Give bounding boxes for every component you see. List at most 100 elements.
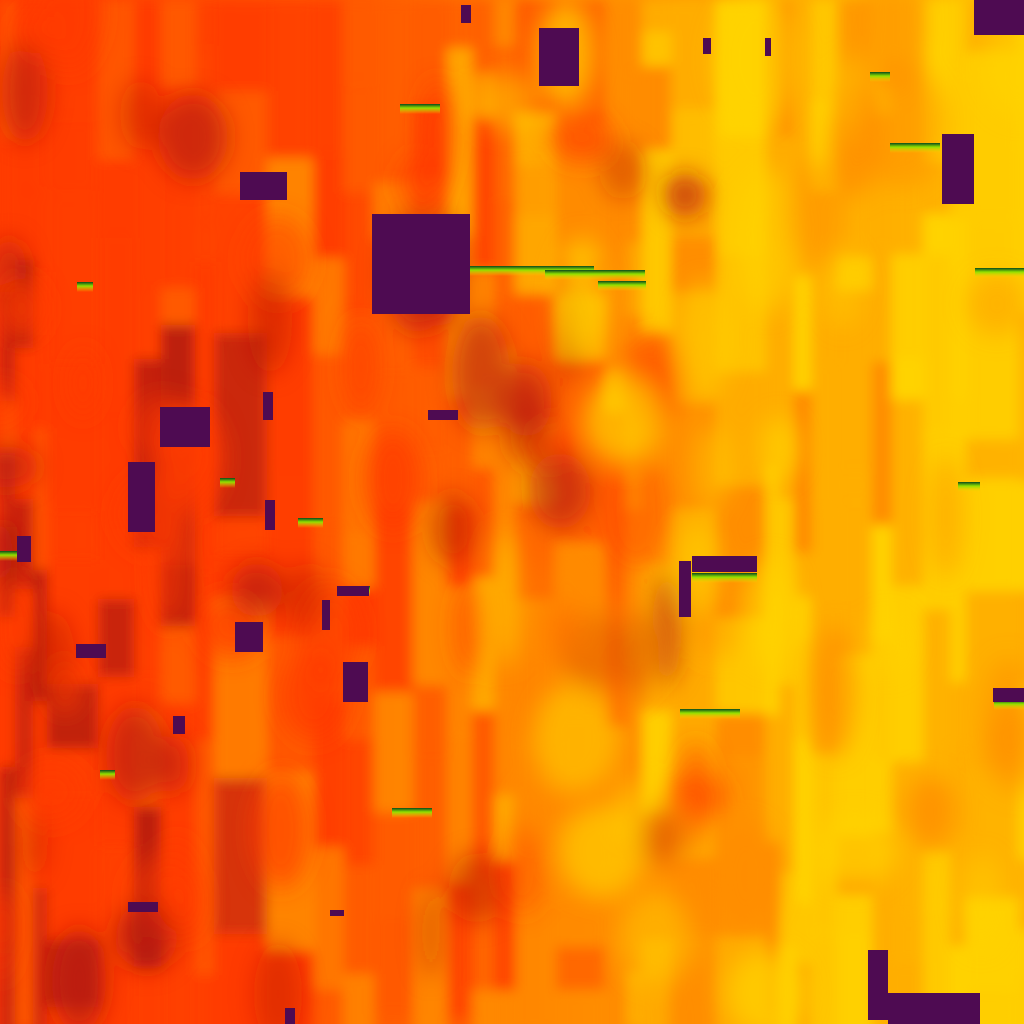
band-segment [794, 901, 813, 965]
hot-spot [254, 942, 302, 1024]
hot-spot [0, 892, 17, 984]
band-segment [605, 274, 628, 374]
band-segment [811, 319, 839, 362]
hot-spot [282, 564, 326, 630]
band-segment [642, 0, 673, 34]
band-segment [374, 1012, 415, 1024]
dark-patch [343, 662, 368, 702]
band-segment [950, 745, 968, 832]
band-segment [671, 110, 718, 183]
dark-patch [692, 556, 757, 572]
hot-spot [37, 0, 101, 71]
band-segment [605, 951, 628, 1024]
warm-spot [713, 822, 779, 930]
band-segment [642, 991, 673, 1024]
hot-spot [252, 772, 310, 888]
band-segment [950, 682, 968, 747]
dark-patch [993, 688, 1024, 702]
hot-spot [422, 80, 454, 188]
edge-line [958, 482, 980, 492]
band-segment [47, 117, 100, 195]
hot-spot [150, 514, 188, 628]
edge-line [545, 270, 645, 280]
hot-spot [344, 319, 378, 415]
band-segment [966, 478, 1020, 593]
band-segment [642, 66, 673, 152]
band-segment [891, 918, 925, 965]
warm-spot [695, 425, 731, 511]
band-segment [33, 333, 49, 430]
dark-patch [285, 1008, 295, 1024]
hot-spot [106, 706, 164, 802]
hot-spot [0, 279, 45, 339]
band-segment [891, 254, 925, 360]
band-segment [494, 200, 517, 307]
warm-spot [743, 559, 797, 667]
edge-line [220, 478, 235, 488]
band-segment [923, 850, 952, 908]
hot-spot [449, 853, 505, 923]
dark-patch [330, 910, 344, 916]
band-segment [447, 1017, 474, 1024]
band-segment [923, 252, 952, 435]
band-segment [556, 947, 607, 991]
dark-patch [337, 586, 369, 596]
band-segment [343, 974, 376, 1024]
band-segment [891, 586, 925, 763]
band-segment [811, 360, 839, 507]
warm-spot [477, 73, 539, 131]
dark-patch [679, 561, 691, 617]
band-segment [15, 191, 35, 262]
band-segment [605, 0, 628, 151]
hot-spot [430, 493, 476, 565]
band-segment [626, 72, 644, 146]
band-segment [343, 536, 376, 590]
band-segment [374, 506, 415, 694]
band-segment [195, 975, 216, 1024]
dark-patch [235, 622, 263, 652]
band-segment [950, 551, 968, 684]
warm-spot [735, 169, 799, 313]
band-segment [891, 399, 925, 588]
dark-patch [765, 38, 771, 56]
warm-spot [857, 62, 947, 188]
edge-line [0, 551, 20, 561]
band-segment [626, 972, 644, 1024]
warm-spot [533, 684, 619, 792]
band-segment [642, 32, 673, 68]
dark-patch [942, 134, 974, 204]
band-segment [313, 258, 345, 356]
warm-spot [568, 599, 658, 705]
band-segment [98, 160, 136, 240]
dark-patch [128, 902, 158, 912]
band-segment [413, 685, 449, 753]
warm-spot [727, 951, 805, 1024]
dark-patch [173, 716, 185, 734]
band-segment [413, 751, 449, 891]
warm-spot [671, 955, 709, 1024]
band-segment [374, 812, 415, 922]
edge-line [994, 700, 1024, 710]
edge-line [598, 281, 646, 291]
hot-spot [158, 94, 228, 180]
band-segment [779, 837, 796, 875]
edge-line [890, 143, 940, 153]
band-segment [343, 865, 376, 976]
hot-spot [529, 453, 591, 529]
edge-line [870, 72, 890, 82]
band-segment [472, 711, 496, 848]
band-segment [195, 262, 216, 391]
band-segment [195, 922, 216, 977]
band-segment [134, 287, 163, 361]
hot-spot [154, 836, 200, 930]
band-segment [472, 429, 496, 470]
dark-patch [128, 462, 155, 532]
hot-spot [421, 887, 441, 979]
band-segment [779, 873, 796, 949]
dark-patch [974, 0, 1024, 35]
band-segment [161, 288, 197, 327]
warm-spot [491, 531, 521, 667]
bright-edges [0, 72, 1024, 818]
dark-patches [17, 0, 1024, 1024]
